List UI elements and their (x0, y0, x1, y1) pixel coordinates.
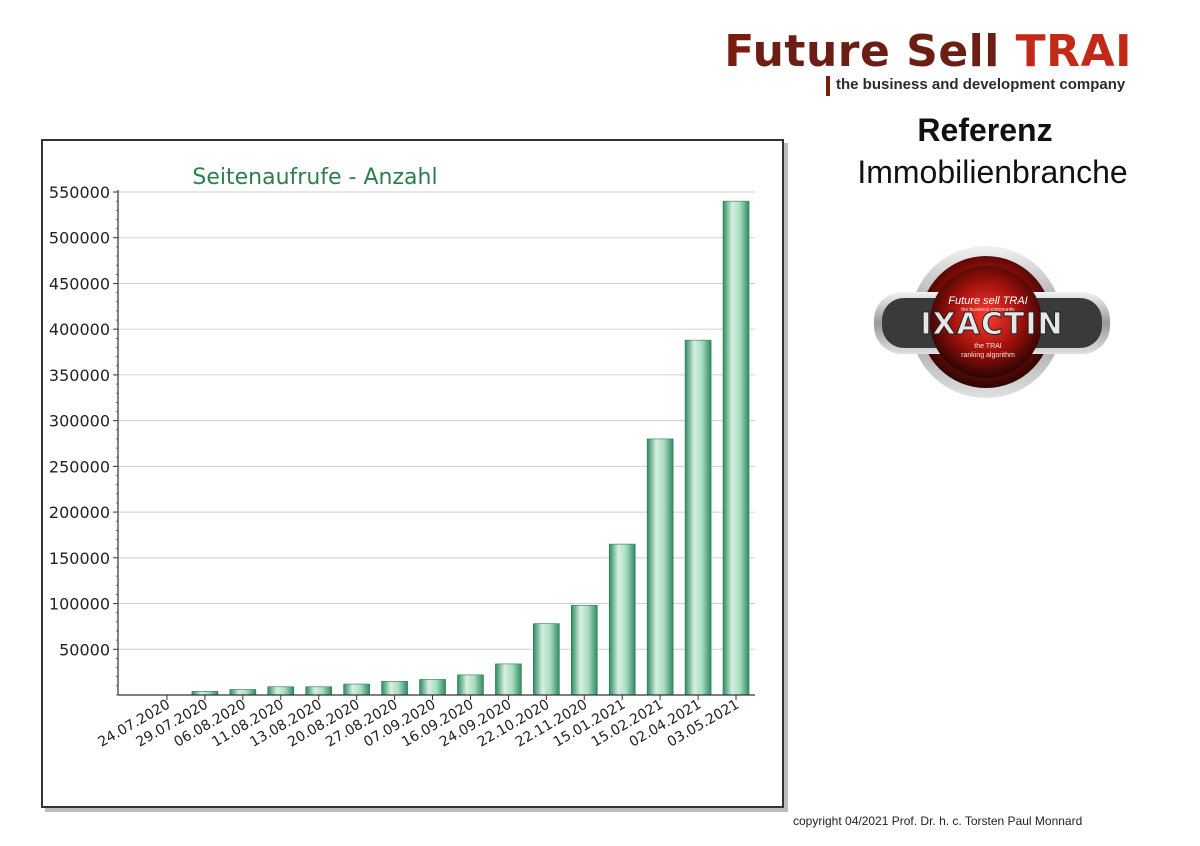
brand-title-middle: uture Sell (752, 26, 1016, 77)
y-tick-label: 450000 (49, 274, 110, 293)
bar-22.11.2020 (570, 605, 598, 696)
ixactin-badge-icon: Future sell TRAI the business community … (874, 246, 1110, 398)
y-tick-label: 200000 (49, 503, 110, 522)
bar-24.09.2020 (495, 663, 522, 696)
chart-frame: Seitenaufrufe - Anzahl 50000 100000 150000… (41, 139, 784, 808)
y-tick-label: 500000 (49, 229, 110, 248)
brand-title-trai: TRAI (1015, 26, 1132, 77)
bar-22.10.2020 (533, 623, 560, 696)
y-tick-label: 250000 (49, 457, 110, 476)
bar-15.02.2021 (646, 438, 674, 696)
copyright-text: copyright 04/2021 Prof. Dr. h. c. Torste… (793, 814, 1083, 828)
y-tick-label: 350000 (49, 366, 110, 385)
badge-top-text: Future sell TRAI (948, 295, 1027, 307)
reference-title: Referenz (917, 112, 1053, 148)
badge-word: IXACTIN (920, 307, 1063, 342)
y-axis: 50000 100000 150000 200000 250000 300000 35000… (49, 183, 119, 696)
badge-small-text: the business community (961, 307, 1015, 313)
bar-13.08.2020 (305, 686, 333, 696)
brand-bar (826, 76, 830, 96)
bar-06.08.2020 (229, 689, 257, 696)
bar-27.08.2020 (381, 680, 408, 696)
y-tick-label: 550000 (49, 183, 110, 202)
bar-03.05.2021 (722, 200, 750, 696)
chart-title: Seitenaufrufe - Anzahl (192, 165, 437, 190)
badge-line1: the TRAI (974, 343, 1002, 350)
bar-07.09.2020 (419, 679, 446, 696)
bar-20.08.2020 (343, 683, 370, 696)
bar-chart: Seitenaufrufe - Anzahl 50000 100000 150000… (49, 165, 755, 751)
y-tick-label: 150000 (49, 549, 110, 568)
y-tick-label: 400000 (49, 320, 110, 339)
chart-bars (191, 200, 750, 696)
brand-subtitle: the business and development company (836, 76, 1126, 93)
badge-line2: ranking algorithm (961, 352, 1015, 359)
bar-16.09.2020 (457, 674, 484, 696)
reference-subtitle: Immobilienbranche (857, 154, 1128, 190)
y-tick-label: 100000 (49, 595, 110, 614)
brand-logo: Future Sell TRAI the business and develo… (724, 24, 1168, 96)
brand-title-initial: F (724, 26, 753, 77)
bar-15.01.2021 (608, 543, 636, 696)
bar-11.08.2020 (267, 686, 295, 696)
y-tick-label: 50000 (59, 640, 110, 659)
y-tick-label: 300000 (49, 412, 110, 431)
bar-02.04.2021 (684, 339, 712, 696)
brand-title: Future Sell TRAI (724, 26, 1132, 77)
badge-center (930, 266, 1042, 378)
x-axis: 24.07.202029.07.202006.08.202011.08.2020… (96, 694, 755, 751)
